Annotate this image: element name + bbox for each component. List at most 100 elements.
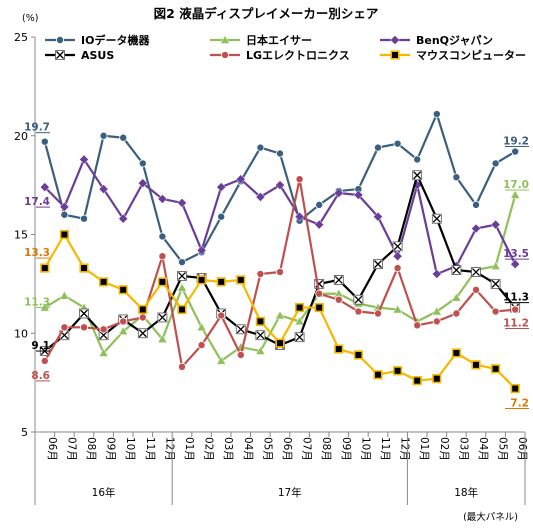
data-point (40, 356, 49, 365)
year-groups: 16年 17年 18年 (34, 437, 526, 505)
x-tick-label: 03月 (222, 437, 234, 461)
data-point (373, 211, 383, 222)
data-point (390, 35, 400, 45)
data-point (510, 259, 521, 269)
data-point (236, 350, 245, 359)
data-point (490, 364, 501, 374)
first-value-label: 8.6 (31, 370, 50, 382)
data-point (98, 184, 109, 194)
x-tick-label: 09月 (340, 437, 352, 461)
x-tick-label: 12月 (399, 437, 411, 461)
data-point (471, 223, 481, 234)
data-point (59, 201, 70, 212)
first-value-label: 9.1 (31, 340, 50, 352)
x-tick-label: 07月 (301, 437, 313, 461)
data-point (158, 252, 167, 261)
data-point (157, 194, 168, 204)
legend-label: マウスコンピューター (416, 49, 526, 62)
axes: 5 10 15 20 25 06月 07月 08月 09月 10月 11月 12月 01月 02月 03月 0… (14, 31, 528, 461)
y-tick-label: 5 (21, 426, 28, 439)
data-point (354, 307, 363, 316)
legend-entry: IOデータ機器 (45, 33, 150, 47)
data-point (177, 362, 186, 371)
legend-label: LGエレクトロニクス (246, 49, 350, 62)
last-value-label: 11.2 (503, 318, 529, 330)
data-point (118, 213, 129, 224)
data-point (490, 219, 501, 230)
series-circle (40, 110, 520, 267)
data-point (451, 292, 462, 302)
first-value-label: 19.7 (24, 122, 50, 134)
x-tick-label: 08月 (320, 437, 332, 461)
data-point (471, 200, 480, 209)
data-point (490, 261, 501, 270)
data-point-cross (138, 329, 147, 338)
data-point (510, 383, 520, 394)
data-point (39, 182, 50, 192)
data-point (59, 229, 69, 240)
data-point (99, 131, 108, 140)
x-tick-label: 12月 (163, 437, 175, 461)
data-point (157, 334, 168, 343)
data-point-cross (432, 214, 441, 223)
data-point (431, 269, 442, 279)
series-layer (39, 110, 521, 394)
data-point (59, 290, 70, 300)
legend-label: 日本エイサー (246, 33, 312, 47)
data-point (315, 289, 324, 298)
data-point-cross (80, 309, 88, 318)
legend-entry: LGエレクトロニクス (210, 49, 350, 62)
y-tick-label: 10 (14, 327, 28, 340)
data-point (119, 317, 128, 326)
data-point (353, 350, 364, 360)
data-point (413, 155, 422, 164)
data-point (119, 133, 128, 142)
data-point-cross (56, 51, 64, 59)
chart-title: 図2 液晶ディスプレイメーカー別シェア (154, 6, 379, 21)
x-tick-label: 05月 (261, 437, 273, 461)
data-point (431, 306, 442, 316)
end-labels: 19.7 19.2 11.3 17.0 17.4 13.5 9.1 11.3 8.6 11.2 13… (24, 122, 529, 410)
data-point (157, 277, 168, 287)
data-point-cross (452, 266, 461, 275)
legend-label: IOデータ機器 (81, 33, 150, 47)
x-tick-label: 03月 (457, 437, 469, 461)
data-point (216, 277, 226, 287)
data-point-cross (236, 325, 245, 334)
data-point (235, 174, 246, 185)
data-point (216, 355, 227, 365)
data-point (294, 316, 305, 326)
series-line (44, 194, 517, 362)
data-point (40, 263, 50, 273)
data-point (236, 275, 246, 285)
x-tick-label: 01月 (418, 437, 430, 461)
data-point (511, 305, 520, 314)
data-point (216, 182, 227, 192)
data-point (79, 263, 89, 273)
legend-label: ASUS (81, 49, 114, 62)
data-point (373, 309, 382, 318)
data-point (390, 50, 400, 60)
data-point (334, 344, 344, 354)
data-point (177, 304, 187, 315)
data-point (256, 143, 265, 152)
data-point (491, 159, 500, 168)
year-label: 17年 (278, 486, 302, 499)
data-point (196, 245, 207, 256)
data-point (275, 149, 284, 158)
data-point-cross (374, 260, 382, 269)
data-point-cross (354, 295, 363, 304)
data-point (275, 338, 285, 348)
data-point-cross (256, 331, 265, 340)
data-point (511, 147, 520, 156)
data-point (60, 323, 69, 332)
x-tick-label: 08月 (85, 437, 97, 461)
data-point-cross (99, 331, 108, 340)
data-point (393, 264, 402, 273)
data-point (314, 302, 324, 313)
data-point (491, 307, 500, 316)
series-triangle (39, 189, 521, 365)
data-point (196, 322, 207, 332)
data-point (56, 36, 65, 45)
